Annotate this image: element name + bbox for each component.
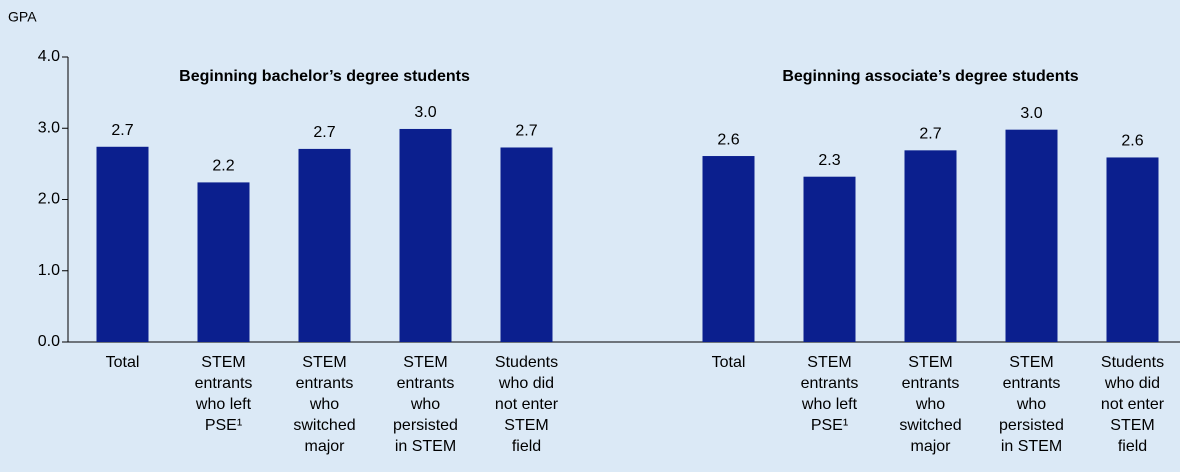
x-tick-label: STEM entrants who left PSE¹: [195, 354, 253, 434]
group-title: Beginning bachelor’s degree students: [179, 68, 470, 85]
x-tick-label-line: in STEM: [395, 438, 456, 455]
bar: [904, 150, 957, 342]
bar: [1106, 157, 1159, 342]
x-tick-label: Total: [106, 354, 140, 371]
x-tick-label-line: who did: [1104, 375, 1160, 392]
value-label: 2.7: [919, 126, 941, 143]
x-tick-label-line: persisted: [393, 417, 458, 434]
y-tick-label: 2.0: [38, 191, 60, 208]
y-tick-label: 1.0: [38, 262, 60, 279]
bar: [298, 148, 351, 342]
x-tick-label-line: not enter: [1101, 396, 1165, 413]
x-tick-label-line: field: [1118, 438, 1147, 455]
x-tick-label-line: PSE¹: [205, 417, 242, 434]
x-tick-label-line: PSE¹: [811, 417, 848, 434]
value-label: 2.6: [717, 131, 739, 148]
x-tick-label-line: Total: [106, 354, 140, 371]
x-tick-label-line: who: [915, 396, 945, 413]
x-tick-label-line: entrants: [296, 375, 354, 392]
x-tick-label-line: STEM: [403, 354, 447, 371]
value-label: 2.7: [515, 123, 537, 140]
x-tick-label-line: not enter: [495, 396, 559, 413]
x-tick-label-line: STEM: [302, 354, 346, 371]
y-tick-label: 0.0: [38, 333, 60, 350]
bar: [702, 156, 755, 342]
group-title: Beginning associate’s degree students: [782, 68, 1078, 85]
x-tick-label-line: field: [512, 438, 541, 455]
bar: [1005, 129, 1058, 342]
x-tick-label-line: persisted: [999, 417, 1064, 434]
x-tick-label-line: STEM: [908, 354, 952, 371]
x-tick-label-line: Students: [1101, 354, 1164, 371]
value-label: 2.7: [111, 122, 133, 139]
value-label: 2.3: [818, 152, 840, 169]
x-tick-label: STEM entrants who persisted in STEM: [999, 354, 1064, 455]
value-label: 3.0: [1020, 105, 1042, 122]
x-tick-label-line: who: [410, 396, 440, 413]
x-tick-label-line: in STEM: [1001, 438, 1062, 455]
x-tick-label-line: who did: [498, 375, 554, 392]
x-tick-label-line: entrants: [397, 375, 455, 392]
y-tick-label: 3.0: [38, 119, 60, 136]
bar: [500, 147, 553, 342]
x-tick-label: STEM entrants who switched major: [293, 354, 355, 455]
x-tick-label-line: who: [1016, 396, 1046, 413]
x-tick-label-line: who left: [195, 396, 252, 413]
bar: [96, 146, 149, 342]
x-tick-label: Students who did not enter STEM field: [495, 354, 559, 455]
x-tick-label-line: Total: [712, 354, 746, 371]
x-tick-label-line: entrants: [801, 375, 859, 392]
x-tick-label: Total: [712, 354, 746, 371]
x-tick-label-line: who: [309, 396, 339, 413]
bar: [803, 176, 856, 342]
x-tick-label-line: major: [304, 438, 345, 455]
x-tick-label-line: entrants: [1003, 375, 1061, 392]
x-tick-label-line: Students: [495, 354, 558, 371]
bar: [399, 128, 452, 342]
x-tick-label-line: STEM: [1110, 417, 1154, 434]
x-tick-label-line: STEM: [807, 354, 851, 371]
y-axis-label: GPA: [8, 9, 37, 25]
value-label: 2.2: [212, 158, 234, 175]
x-tick-label-line: switched: [899, 417, 961, 434]
x-tick-label: STEM entrants who persisted in STEM: [393, 354, 458, 455]
y-tick-label: 4.0: [38, 48, 60, 65]
x-tick-label-line: major: [910, 438, 951, 455]
x-tick-label-line: STEM: [201, 354, 245, 371]
x-tick-label: STEM entrants who switched major: [899, 354, 961, 455]
x-tick-label: Students who did not enter STEM field: [1101, 354, 1165, 455]
value-label: 2.6: [1121, 133, 1143, 150]
x-tick-label-line: STEM: [1009, 354, 1053, 371]
x-tick-label-line: who left: [801, 396, 858, 413]
value-label: 2.7: [313, 124, 335, 141]
x-tick-label-line: STEM: [504, 417, 548, 434]
x-tick-label: STEM entrants who left PSE¹: [801, 354, 859, 434]
x-tick-label-line: switched: [293, 417, 355, 434]
value-label: 3.0: [414, 104, 436, 121]
bar: [197, 182, 250, 342]
x-tick-label-line: entrants: [902, 375, 960, 392]
x-tick-label-line: entrants: [195, 375, 253, 392]
